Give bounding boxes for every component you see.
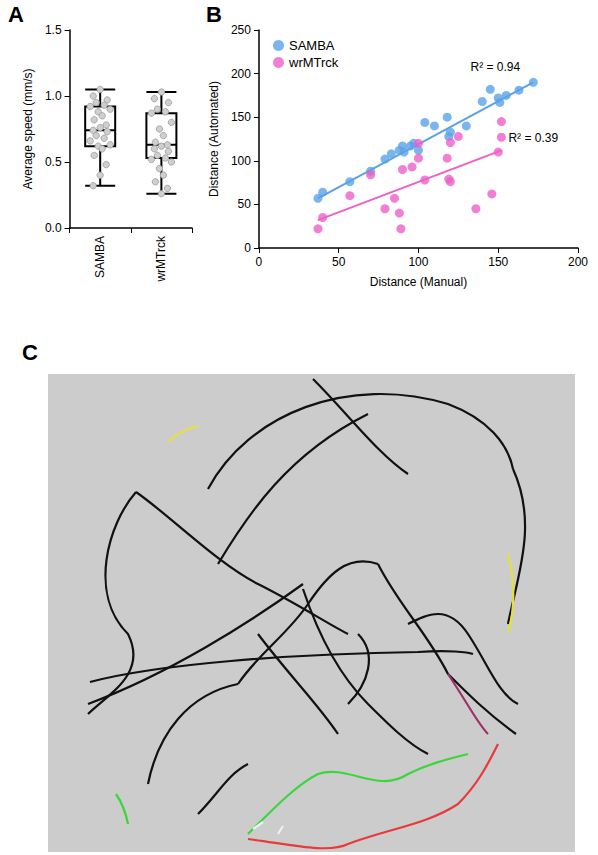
html-text:C: C <box>22 340 38 365</box>
svg-text:0: 0 <box>256 255 263 269</box>
svg-text:wrMTrck: wrMTrck <box>288 55 339 70</box>
svg-text:200: 200 <box>568 255 588 269</box>
svg-text:Distance (Automated): Distance (Automated) <box>207 81 221 197</box>
svg-text:100: 100 <box>231 154 251 168</box>
svg-text:R² = 0.94: R² = 0.94 <box>470 60 520 74</box>
svg-text:SAMBA: SAMBA <box>93 236 107 278</box>
svg-text:1.0: 1.0 <box>45 89 62 103</box>
svg-text:150: 150 <box>231 110 251 124</box>
svg-text:Average speed (mm/s): Average speed (mm/s) <box>21 68 35 189</box>
svg-text:0.0: 0.0 <box>45 221 62 235</box>
svg-text:1.5: 1.5 <box>45 23 62 37</box>
svg-text:Distance (Manual): Distance (Manual) <box>370 275 467 289</box>
html-text:A: A <box>8 2 24 27</box>
svg-text:50: 50 <box>238 197 252 211</box>
svg-text:200: 200 <box>231 67 251 81</box>
html-text:B: B <box>206 2 222 27</box>
svg-text:R² = 0.39: R² = 0.39 <box>508 131 558 145</box>
svg-text:0.5: 0.5 <box>45 155 62 169</box>
svg-text:0: 0 <box>244 241 251 255</box>
svg-text:250: 250 <box>231 23 251 37</box>
svg-text:wrMTrck: wrMTrck <box>154 235 168 283</box>
svg-text:50: 50 <box>332 255 346 269</box>
svg-text:150: 150 <box>488 255 508 269</box>
svg-text:SAMBA: SAMBA <box>289 38 335 53</box>
svg-text:100: 100 <box>408 255 428 269</box>
